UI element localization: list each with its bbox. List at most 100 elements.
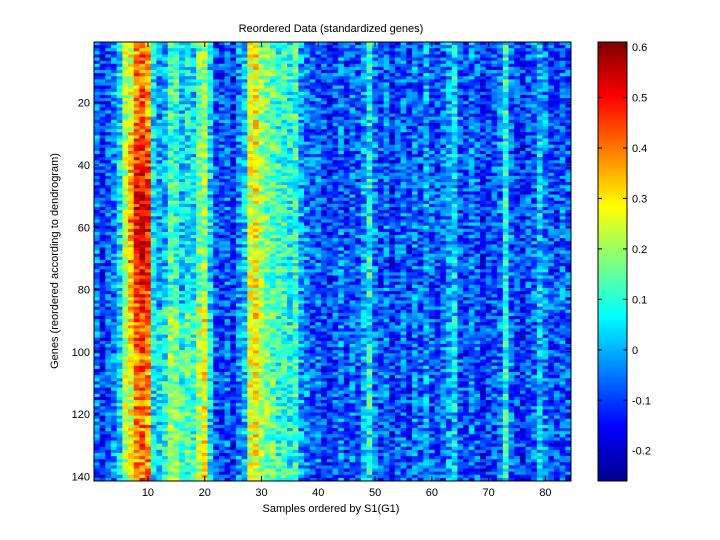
- heatmap-cell: [162, 275, 169, 279]
- heatmap-cell: [128, 471, 135, 476]
- heatmap-cell: [139, 253, 146, 258]
- heatmap-cell: [162, 319, 169, 323]
- heatmap-cell: [156, 347, 163, 351]
- heatmap-cell: [247, 172, 254, 177]
- heatmap-cell: [122, 362, 129, 367]
- heatmap-cell: [116, 424, 123, 429]
- heatmap-cell: [287, 222, 294, 227]
- heatmap-cell: [281, 356, 288, 360]
- heatmap-cell: [287, 235, 294, 239]
- heatmap-cell: [133, 325, 140, 329]
- heatmap-cell: [150, 259, 157, 264]
- heatmap-cell: [218, 474, 225, 479]
- heatmap-cell: [264, 462, 271, 466]
- heatmap-cell: [116, 300, 123, 304]
- heatmap-cell: [292, 175, 299, 180]
- heatmap-cell: [145, 471, 152, 476]
- heatmap-cell: [139, 241, 146, 245]
- heatmap-cell: [133, 138, 140, 142]
- heatmap-cell: [167, 94, 174, 99]
- heatmap-cell: [99, 303, 106, 307]
- heatmap-cell: [235, 228, 242, 233]
- heatmap-cell: [253, 368, 260, 373]
- heatmap-cell: [201, 213, 208, 217]
- heatmap-cell: [196, 48, 203, 52]
- heatmap-cell: [99, 126, 106, 130]
- heatmap-cell: [201, 94, 208, 99]
- heatmap-cell: [105, 294, 112, 298]
- heatmap-cell: [241, 418, 248, 423]
- heatmap-cell: [128, 431, 135, 435]
- heatmap-cell: [167, 104, 174, 108]
- heatmap-cell: [247, 216, 254, 220]
- heatmap-cell: [275, 235, 282, 239]
- heatmap-cell: [162, 350, 169, 354]
- heatmap-cell: [207, 48, 214, 52]
- heatmap-cell: [111, 459, 118, 463]
- heatmap-cell: [128, 188, 135, 192]
- heatmap-cell: [105, 132, 112, 136]
- heatmap-cell: [156, 477, 163, 482]
- heatmap-cell: [287, 400, 294, 404]
- heatmap-cell: [224, 150, 231, 155]
- heatmap-cell: [264, 412, 271, 416]
- heatmap-cell: [270, 216, 277, 220]
- heatmap-cell: [207, 60, 214, 65]
- heatmap-cell: [275, 107, 282, 111]
- heatmap-cell: [122, 160, 129, 164]
- heatmap-cell: [275, 132, 282, 136]
- heatmap-cell: [156, 70, 163, 74]
- heatmap-cell: [230, 300, 237, 304]
- heatmap-cell: [94, 54, 101, 58]
- heatmap-cell: [173, 272, 180, 276]
- heatmap-cell: [247, 210, 254, 214]
- heatmap-cell: [264, 191, 271, 195]
- heatmap-cell: [179, 256, 186, 261]
- heatmap-cell: [235, 219, 242, 223]
- heatmap-cell: [116, 266, 123, 270]
- heatmap-cell: [247, 110, 254, 114]
- heatmap-cell: [230, 216, 237, 220]
- heatmap-cell: [184, 328, 191, 332]
- heatmap-cell: [190, 424, 197, 429]
- heatmap-cell: [218, 443, 225, 448]
- heatmap-cell: [162, 390, 169, 395]
- heatmap-cell: [247, 319, 254, 323]
- heatmap-cell: [275, 322, 282, 326]
- heatmap-cell: [116, 421, 123, 426]
- heatmap-cell: [139, 309, 146, 314]
- heatmap-cell: [292, 98, 299, 102]
- heatmap-cell: [190, 178, 197, 183]
- heatmap-cell: [275, 418, 282, 423]
- heatmap-cell: [287, 42, 294, 46]
- heatmap-cell: [128, 359, 135, 364]
- heatmap-cell: [139, 477, 146, 482]
- heatmap-cell: [235, 328, 242, 332]
- heatmap-cell: [116, 474, 123, 479]
- heatmap-cell: [247, 477, 254, 482]
- heatmap-cell: [111, 42, 118, 46]
- heatmap-cell: [156, 116, 163, 121]
- heatmap-cell: [150, 347, 157, 351]
- heatmap-cell: [230, 54, 237, 58]
- heatmap-cell: [230, 150, 237, 155]
- heatmap-cell: [218, 322, 225, 326]
- heatmap-cell: [179, 85, 186, 90]
- heatmap-cell: [281, 231, 288, 236]
- heatmap-cell: [247, 256, 254, 261]
- heatmap-cell: [116, 163, 123, 167]
- heatmap-cell: [99, 421, 106, 426]
- heatmap-cell: [218, 375, 225, 379]
- heatmap-cell: [94, 263, 101, 267]
- heatmap-cell: [116, 400, 123, 404]
- heatmap-cell: [116, 278, 123, 283]
- heatmap-cell: [105, 350, 112, 354]
- heatmap-cell: [264, 297, 271, 301]
- heatmap-cell: [235, 443, 242, 448]
- heatmap-cell: [241, 325, 248, 329]
- heatmap-cell: [275, 60, 282, 65]
- heatmap-cell: [275, 57, 282, 62]
- heatmap-cell: [133, 312, 140, 317]
- heatmap-cell: [128, 144, 135, 149]
- heatmap-cell: [281, 353, 288, 357]
